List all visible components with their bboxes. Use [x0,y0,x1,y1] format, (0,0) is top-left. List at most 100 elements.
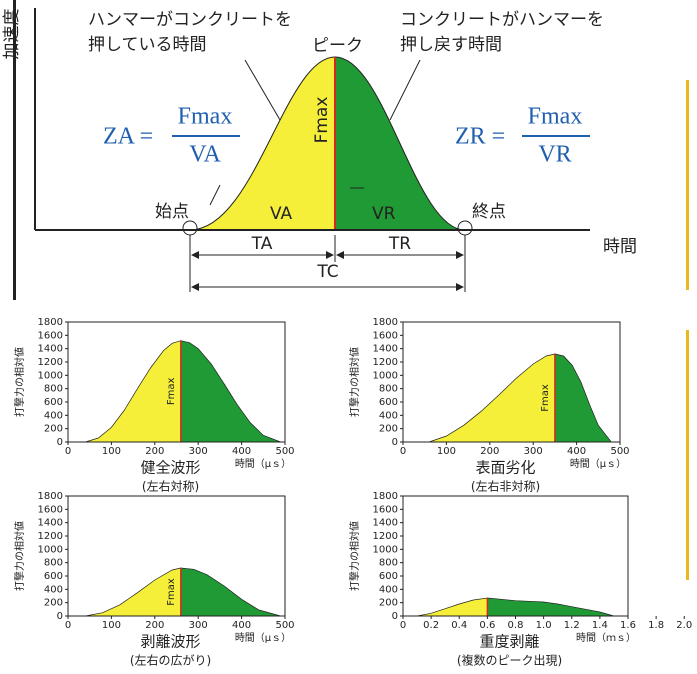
y-tick-label: 1400 [373,518,398,529]
edge [686,80,689,290]
x-tick-label: 0 [400,620,406,631]
area [180,340,281,443]
area [416,597,488,617]
y-tick-label: 1800 [38,317,63,328]
y-tick-label: 1400 [38,344,63,355]
x-tick-label: 300 [189,446,208,457]
chart-title: 重度剥離 [479,633,539,651]
fmax-label: Fmax [312,97,332,144]
x-tick-label: 1.2 [564,620,580,631]
y-tick-label: 800 [44,384,63,395]
x-tick-label: 0.2 [423,620,439,631]
area-label: VR [372,204,396,224]
y-axis-label: 加速度 [2,9,22,60]
fmax-label: Fmax [166,377,177,405]
x-tick-label: 300 [524,446,543,457]
x-axis-label: 時間（μｓ） [235,458,291,470]
x-tick-label: 500 [275,446,294,457]
y-tick-label: 1800 [38,491,63,502]
y-tick-label: 1000 [373,370,398,381]
plot-frame [67,321,286,443]
edge [686,330,689,580]
x-tick-label: 0.4 [451,620,467,631]
y-tick-label: 1200 [373,531,398,542]
fmax-label: Fmax [540,384,551,412]
y-tick-label: 400 [379,584,398,595]
y-axis-label: 打撃力の相対値 [348,347,361,417]
y-tick-label: 1200 [38,357,63,368]
y-tick-label: 1600 [38,330,63,341]
formula: VR [538,142,571,168]
x-tick-label: 100 [102,620,121,631]
y-tick-label: 800 [44,558,63,569]
y-tick-label: 1600 [373,330,398,341]
y-tick-label: 1800 [373,317,398,328]
note: ハンマーがコンクリートを [88,10,292,30]
dim-label: TR [388,234,411,254]
x-tick-label: 400 [232,446,251,457]
y-tick-label: 1400 [373,344,398,355]
x-axis-label: 時間（μｓ） [235,632,291,644]
x-tick-label: 300 [189,620,208,631]
area [428,353,556,443]
y-tick-label: 1000 [38,370,63,381]
y-tick-label: 1000 [38,544,63,555]
x-tick-label: 0 [65,446,71,457]
y-tick-label: 1200 [373,357,398,368]
x-axis-label: 時間（ｍｓ） [576,632,636,644]
x-tick-label: 200 [145,446,164,457]
x-tick-label: 0.8 [508,620,524,631]
y-axis-label: 打撃力の相対値 [348,521,361,591]
chart-title: 表面劣化 [475,459,535,477]
y-tick-label: 1400 [38,518,63,529]
y-tick-label: 0 [392,611,398,622]
formula: ZR = [455,124,505,150]
dim-label: TA [251,234,273,254]
y-tick-label: 200 [44,598,63,609]
y-tick-label: 400 [379,410,398,421]
formula: Fmax [528,104,583,130]
y-tick-label: 1800 [373,491,398,502]
area-label: VA [270,204,293,224]
x-tick-label: 1.8 [648,620,664,631]
y-tick-label: 600 [44,571,63,582]
y-tick-label: 400 [44,584,63,595]
edge [13,0,16,300]
y-tick-label: 600 [379,571,398,582]
area [180,567,281,617]
formula: Fmax [178,104,233,130]
y-tick-label: 1200 [38,531,63,542]
y-tick-label: 600 [379,397,398,408]
x-tick-label: 2.0 [676,620,692,631]
fmax-label: Fmax [166,578,177,606]
y-tick-label: 0 [392,437,398,448]
x-tick-label: 200 [480,446,499,457]
x-tick-label: 400 [567,446,586,457]
note: 押し戻す時間 [400,35,502,55]
chart-subtitle: (左右非対称) [471,479,540,494]
x-tick-label: 1.4 [592,620,608,631]
area [487,597,615,617]
dim-label: TC [316,262,338,282]
y-tick-label: 1000 [373,544,398,555]
chart-subtitle: (左右対称) [142,479,199,494]
y-tick-label: 200 [379,424,398,435]
x-axis-label: 時間（μｓ） [570,458,626,470]
marker [182,220,198,236]
formula: VA [189,142,221,168]
y-tick-label: 1600 [38,504,63,515]
dims [189,59,466,292]
y-tick-label: 0 [57,611,63,622]
y-tick-label: 0 [57,437,63,448]
note: 押している時間 [88,35,207,55]
area-right [334,56,466,231]
area [554,353,613,443]
x-tick-label: 200 [145,620,164,631]
x-tick-label: 0 [400,446,406,457]
x-tick-label: 400 [232,620,251,631]
x-tick-label: 1.6 [620,620,636,631]
y-tick-label: 200 [44,424,63,435]
x-tick-label: 100 [437,446,456,457]
